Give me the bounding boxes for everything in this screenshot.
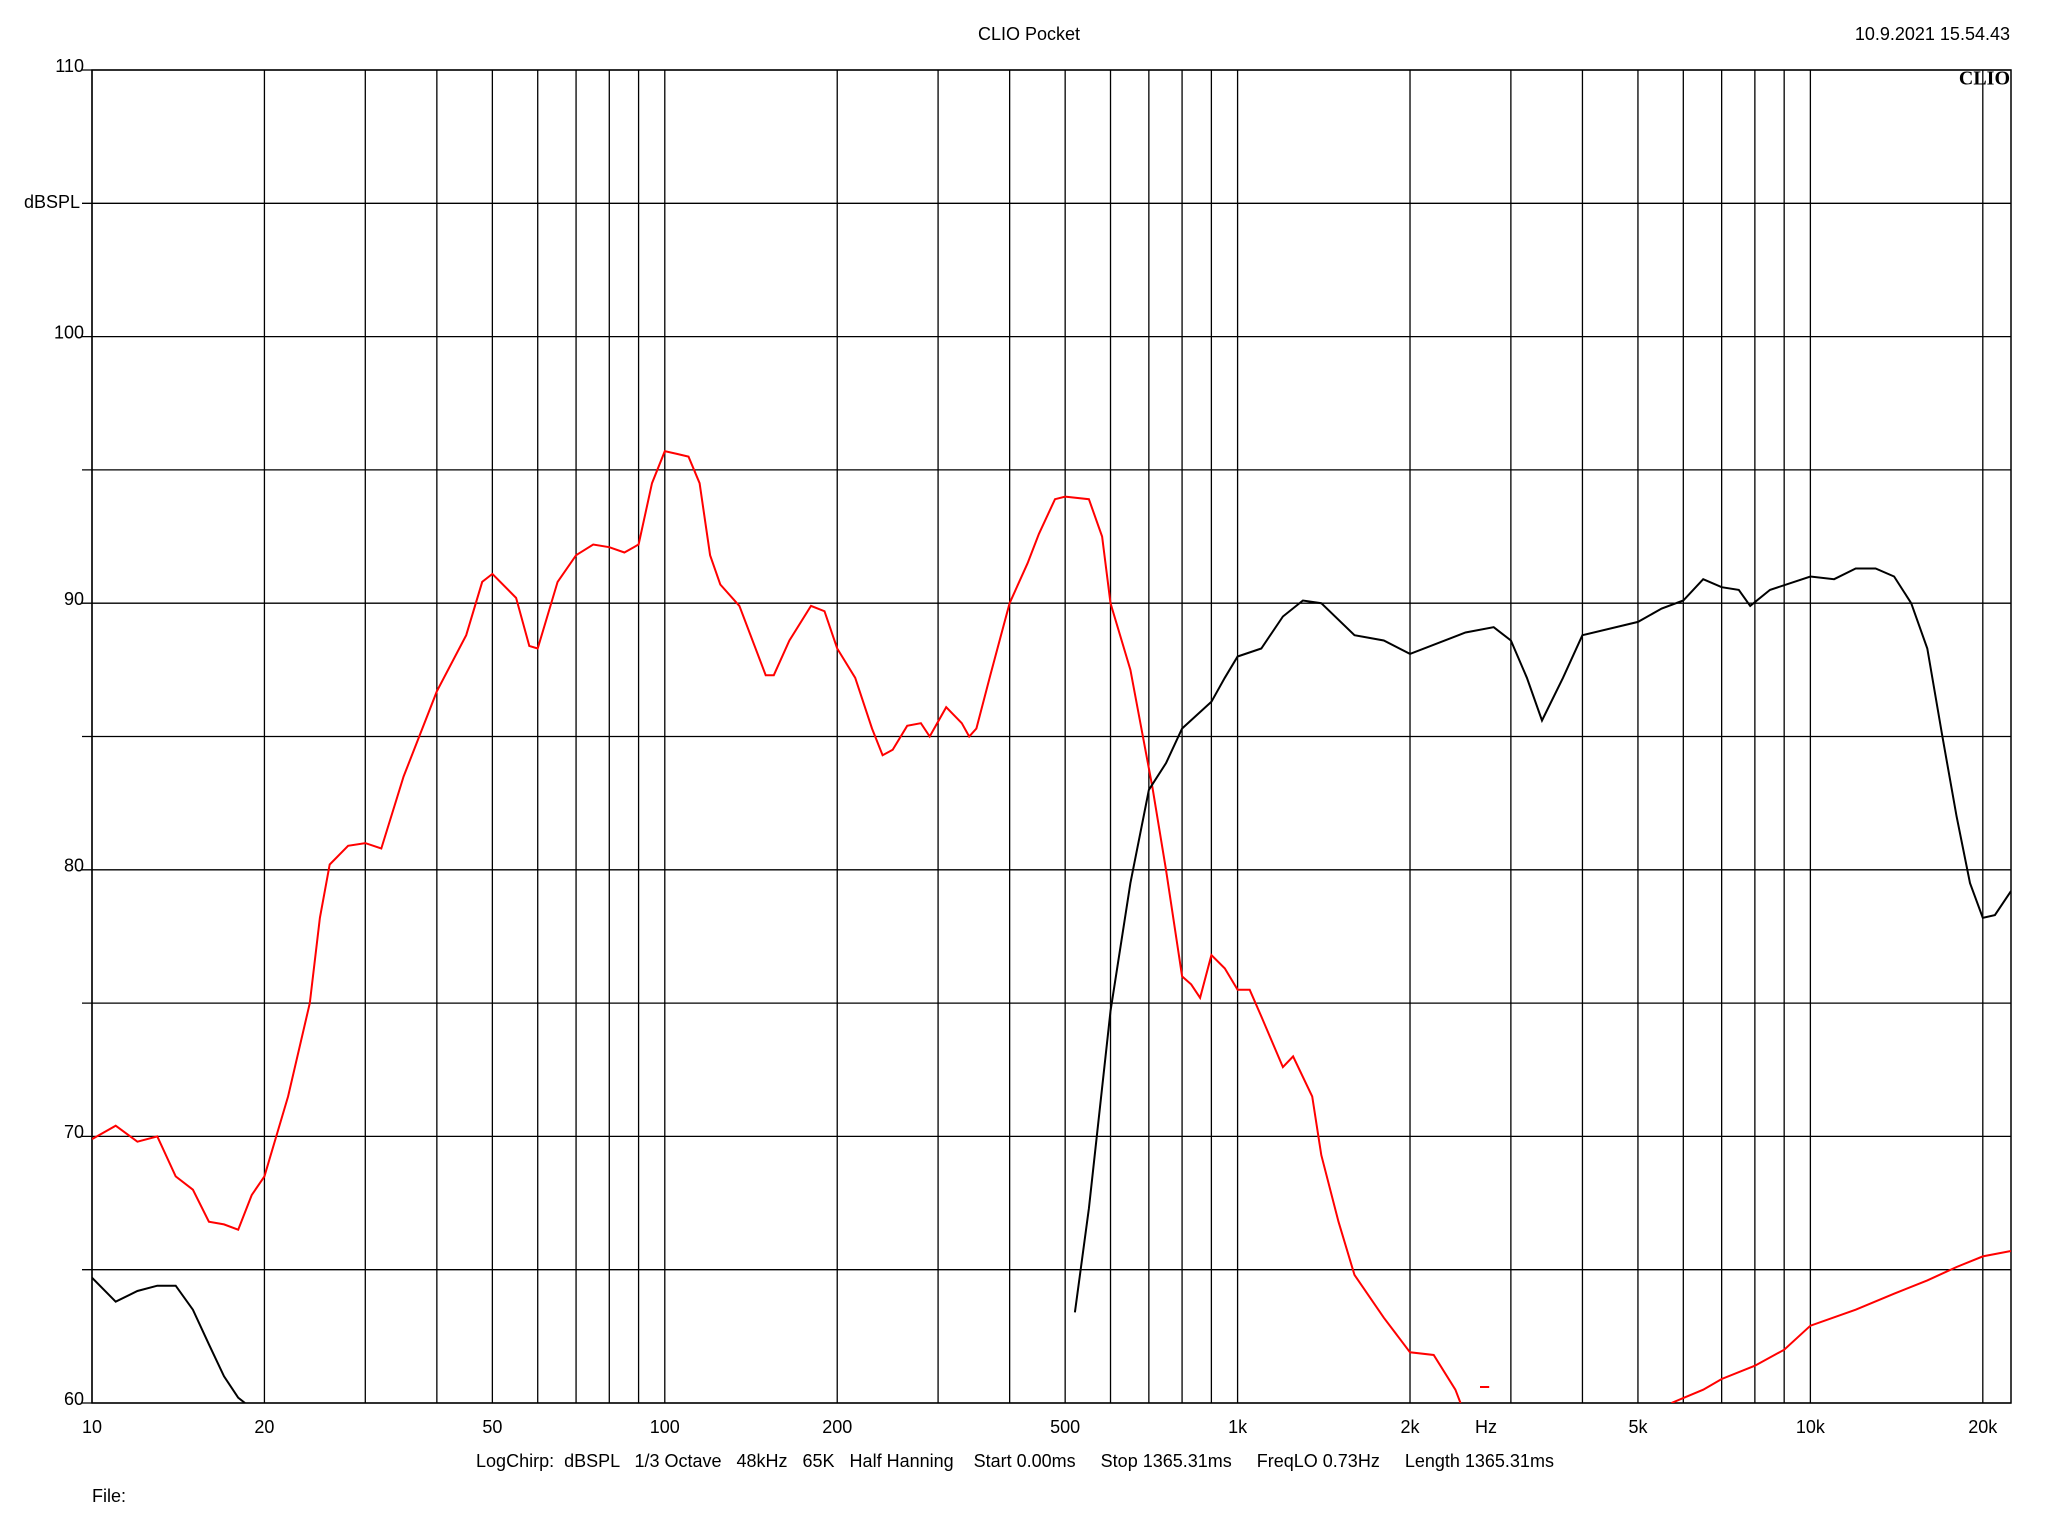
logo: CLIO	[1959, 68, 2010, 90]
x-axis-unit: Hz	[1475, 1417, 1497, 1437]
y-tick-label: 90	[64, 589, 84, 609]
x-tick-label: 50	[482, 1417, 502, 1437]
x-tick-label: 2k	[1401, 1417, 1421, 1437]
y-tick-label: 70	[64, 1122, 84, 1142]
x-tick-label: 5k	[1628, 1417, 1648, 1437]
file-label: File:	[92, 1486, 126, 1506]
y-tick-label: 100	[54, 322, 84, 342]
x-tick-label: 10k	[1796, 1417, 1826, 1437]
x-tick-label: 100	[650, 1417, 680, 1437]
y-axis-label: dBSPL	[24, 192, 80, 212]
footer: LogChirp: dBSPL 1/3 Octave 48kHz 65K Hal…	[476, 1451, 1554, 1471]
x-tick-label: 1k	[1228, 1417, 1248, 1437]
chart-title: CLIO Pocket	[978, 24, 1080, 44]
y-tick-label: 60	[64, 1389, 84, 1409]
x-tick-label: 10	[82, 1417, 102, 1437]
response-curve	[92, 450, 2011, 1403]
response-curve	[92, 567, 2011, 1403]
x-tick-label: 500	[1050, 1417, 1080, 1437]
y-tick-label: 80	[64, 856, 84, 876]
x-tick-label: 20k	[1968, 1417, 1998, 1437]
x-tick-label: 200	[822, 1417, 852, 1437]
x-tick-label: 20	[254, 1417, 274, 1437]
timestamp: 10.9.2021 15.54.43	[1855, 24, 2010, 44]
y-tick-label: 110	[55, 56, 84, 76]
